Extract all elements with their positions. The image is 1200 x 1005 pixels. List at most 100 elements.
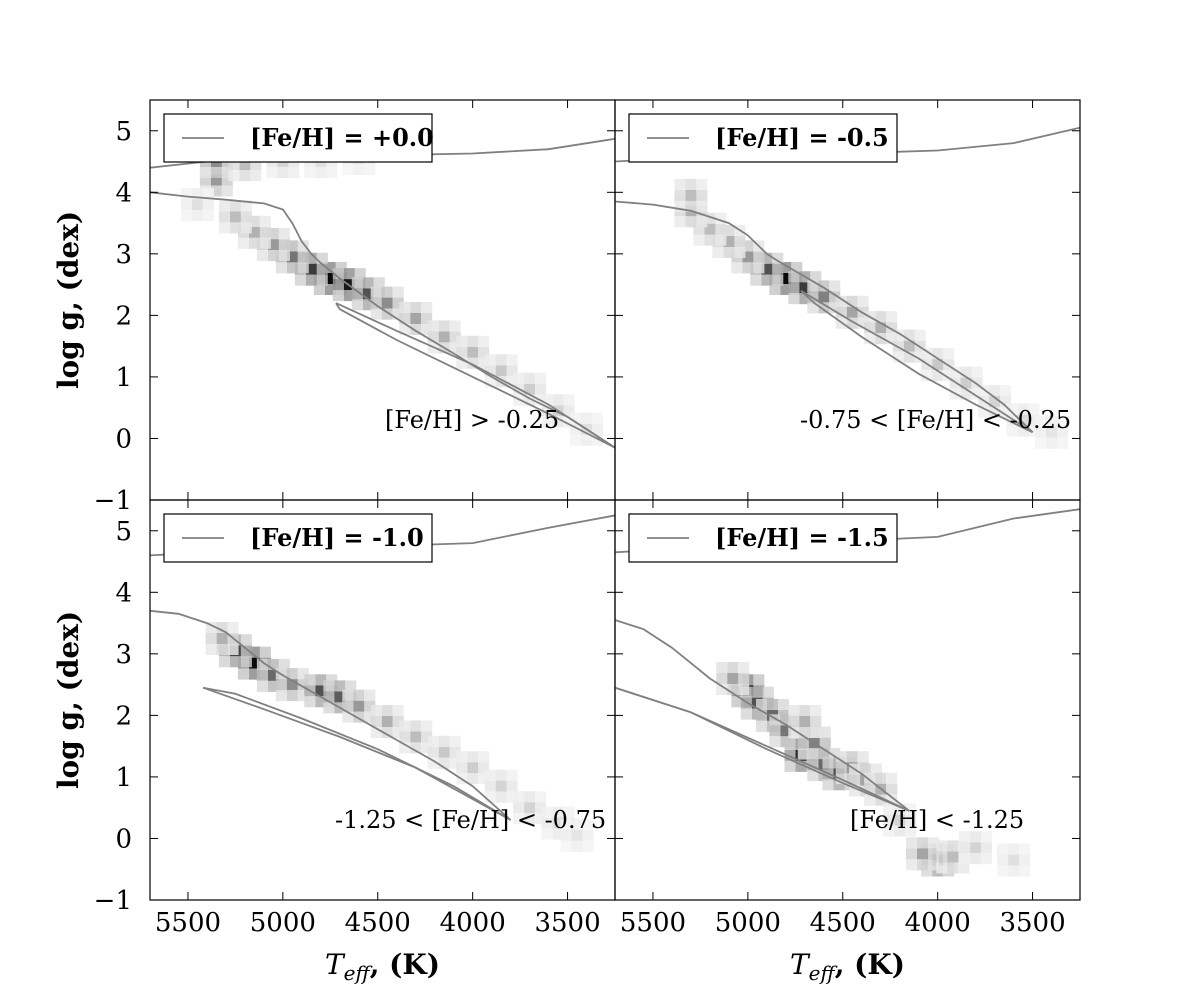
density-halo-cell xyxy=(484,791,496,803)
density-halo-cell xyxy=(767,698,778,710)
density-cell xyxy=(495,365,507,377)
density-halo-cell xyxy=(959,831,971,843)
y-tick-label: −1 xyxy=(94,886,132,916)
density-halo-cell xyxy=(495,354,507,366)
density-halo-cell xyxy=(421,313,433,324)
density-cell xyxy=(267,669,279,681)
density-halo-cell xyxy=(799,727,811,738)
density-halo-cell xyxy=(807,280,819,292)
density-halo-cell xyxy=(892,329,904,341)
density-halo-cell xyxy=(286,262,298,274)
density-halo-cell xyxy=(936,851,948,863)
density-halo-cell xyxy=(248,668,260,680)
y-tick-label: 5 xyxy=(115,117,132,147)
density-halo-cell xyxy=(928,859,939,871)
density-halo-cell xyxy=(886,794,898,806)
density-halo-cell xyxy=(819,726,831,738)
density-halo-cell xyxy=(571,818,583,830)
density-halo-cell xyxy=(731,262,743,274)
density-halo-cell xyxy=(227,622,239,633)
density-halo-cell xyxy=(799,705,811,716)
density-halo-cell xyxy=(704,234,716,246)
density-halo-cell xyxy=(829,280,841,292)
density-halo-cell xyxy=(218,656,230,668)
y-axis-label: log g, (dex) xyxy=(52,211,85,389)
density-halo-cell xyxy=(989,385,1001,396)
density-cell xyxy=(685,189,697,201)
density-halo-cell xyxy=(696,178,708,190)
density-halo-cell xyxy=(875,333,887,345)
density-halo-cell xyxy=(582,829,594,841)
density-cell xyxy=(799,716,811,727)
density-halo-cell xyxy=(216,644,228,655)
density-halo-cell xyxy=(769,714,781,726)
density-halo-cell xyxy=(738,673,750,684)
density-halo-cell xyxy=(286,240,298,252)
y-axis-label: log g, (dex) xyxy=(52,611,85,789)
density-halo-cell xyxy=(1017,403,1029,415)
density-halo-cell xyxy=(552,416,564,428)
density-halo-cell xyxy=(180,199,192,211)
density-halo-cell xyxy=(886,333,898,345)
density-halo-cell xyxy=(784,760,796,772)
density-halo-cell xyxy=(342,164,354,175)
density-cell xyxy=(438,746,450,758)
density-halo-cell xyxy=(949,366,961,378)
isochrone-line xyxy=(150,609,512,821)
x-tick-label: 5500 xyxy=(155,908,221,938)
density-halo-cell xyxy=(997,865,1009,877)
density-halo-cell xyxy=(1017,425,1029,437)
density-halo-cell xyxy=(484,376,496,388)
density-cell xyxy=(1046,426,1057,438)
density-halo-cell xyxy=(456,751,468,763)
legend: [Fe/H] = -0.5 xyxy=(628,113,898,163)
isochrone-line xyxy=(800,290,1034,434)
density-halo-cell xyxy=(1035,437,1046,449)
panel-annotation: [Fe/H] > -0.25 xyxy=(385,406,559,434)
y-tick-label: 3 xyxy=(115,640,132,670)
density-halo-cell xyxy=(738,684,750,695)
density-halo-cell xyxy=(323,691,335,703)
density-halo-cell xyxy=(191,210,203,222)
density-halo-cell xyxy=(332,290,344,302)
density-halo-cell xyxy=(216,622,228,633)
density-cell xyxy=(381,716,393,727)
density-halo-cell xyxy=(427,757,439,769)
density-halo-cell xyxy=(381,286,393,298)
density-halo-cell xyxy=(275,679,287,691)
density-halo-cell xyxy=(218,211,230,223)
density-halo-cell xyxy=(959,842,971,854)
isochrone-line xyxy=(335,302,615,449)
density-cell xyxy=(248,226,260,238)
density-halo-cell xyxy=(362,299,374,311)
density-halo-cell xyxy=(846,751,858,763)
density-halo-cell xyxy=(917,859,928,871)
density-halo-cell xyxy=(971,377,983,389)
density-halo-cell xyxy=(294,274,306,286)
density-halo-cell xyxy=(727,684,739,695)
density-halo-cell xyxy=(535,383,547,395)
density-halo-cell xyxy=(971,388,983,400)
density-halo-cell xyxy=(228,159,240,171)
density-halo-cell xyxy=(240,211,252,223)
density-halo-cell xyxy=(237,237,249,249)
density-halo-cell xyxy=(180,188,192,200)
density-halo-cell xyxy=(484,780,496,792)
density-halo-cell xyxy=(484,354,496,366)
density-halo-cell xyxy=(421,302,433,313)
density-halo-cell xyxy=(883,825,895,837)
density-halo-cell xyxy=(784,749,796,761)
panel-annotation: [Fe/H] < -1.25 xyxy=(850,806,1024,834)
density-halo-cell xyxy=(875,311,887,323)
density-halo-cell xyxy=(914,329,926,341)
density-halo-cell xyxy=(833,779,845,791)
density-halo-cell xyxy=(970,831,982,843)
density-halo-cell xyxy=(742,240,754,252)
density-halo-cell xyxy=(723,225,735,236)
isochrone-line xyxy=(615,686,910,812)
density-halo-cell xyxy=(513,372,525,384)
density-halo-cell xyxy=(756,709,767,721)
density-halo-cell xyxy=(883,803,895,815)
density-halo-cell xyxy=(734,236,746,247)
density-cell xyxy=(727,673,739,684)
